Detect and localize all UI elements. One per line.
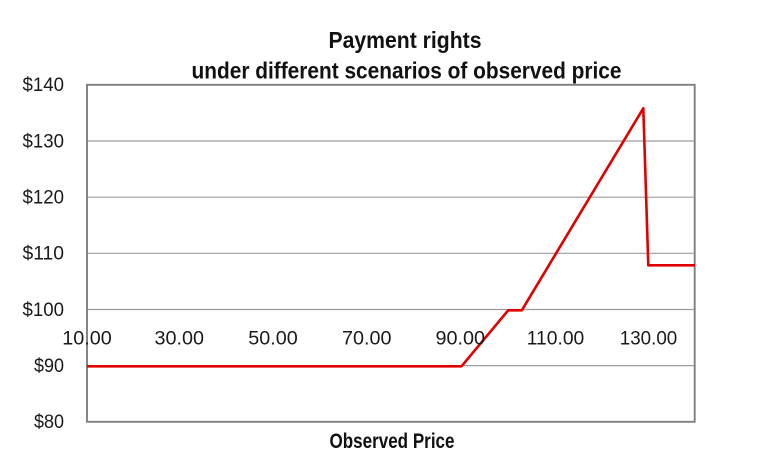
svg-text:50.00: 50.00 [248, 328, 298, 350]
svg-text:$110: $110 [23, 243, 65, 265]
svg-text:90.00: 90.00 [436, 328, 486, 350]
svg-text:30.00: 30.00 [155, 328, 205, 350]
svg-text:130.00: 130.00 [620, 328, 678, 350]
svg-text:Observed Price: Observed Price [330, 429, 455, 453]
svg-text:Payment rights: Payment rights [329, 27, 482, 53]
svg-text:70.00: 70.00 [342, 328, 392, 350]
svg-text:$100: $100 [23, 299, 65, 321]
svg-text:$120: $120 [23, 187, 65, 209]
svg-text:under different scenarios of o: under different scenarios of observed pr… [192, 58, 622, 84]
svg-text:$80: $80 [34, 411, 64, 433]
svg-text:$90: $90 [34, 355, 64, 377]
svg-text:110.00: 110.00 [527, 328, 585, 350]
svg-text:10.00: 10.00 [62, 328, 112, 350]
svg-text:$140: $140 [23, 74, 65, 96]
svg-text:$130: $130 [23, 130, 65, 152]
